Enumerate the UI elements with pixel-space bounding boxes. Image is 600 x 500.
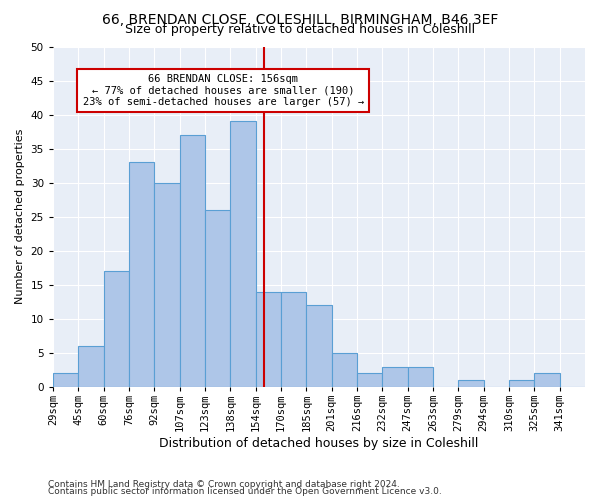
Bar (154, 182, 179, 387)
Text: Size of property relative to detached houses in Coleshill: Size of property relative to detached ho… (125, 22, 475, 36)
Bar (407, 366, 433, 387)
Bar (332, 353, 357, 387)
X-axis label: Distribution of detached houses by size in Coleshill: Distribution of detached houses by size … (159, 437, 479, 450)
Bar (129, 162, 154, 387)
Bar (535, 374, 560, 387)
Bar (179, 135, 205, 387)
Bar (509, 380, 535, 387)
Bar (78, 346, 104, 387)
Bar (230, 122, 256, 387)
Bar (382, 366, 407, 387)
Bar (357, 374, 382, 387)
Text: Contains public sector information licensed under the Open Government Licence v3: Contains public sector information licen… (48, 487, 442, 496)
Y-axis label: Number of detached properties: Number of detached properties (15, 129, 25, 304)
Bar (53, 374, 78, 387)
Text: 66 BRENDAN CLOSE: 156sqm
← 77% of detached houses are smaller (190)
23% of semi-: 66 BRENDAN CLOSE: 156sqm ← 77% of detach… (83, 74, 364, 107)
Bar (205, 210, 230, 387)
Bar (458, 380, 484, 387)
Bar (256, 292, 281, 387)
Text: 66, BRENDAN CLOSE, COLESHILL, BIRMINGHAM, B46 3EF: 66, BRENDAN CLOSE, COLESHILL, BIRMINGHAM… (102, 12, 498, 26)
Bar (104, 271, 129, 387)
Bar (281, 292, 306, 387)
Bar (306, 306, 332, 387)
Text: Contains HM Land Registry data © Crown copyright and database right 2024.: Contains HM Land Registry data © Crown c… (48, 480, 400, 489)
